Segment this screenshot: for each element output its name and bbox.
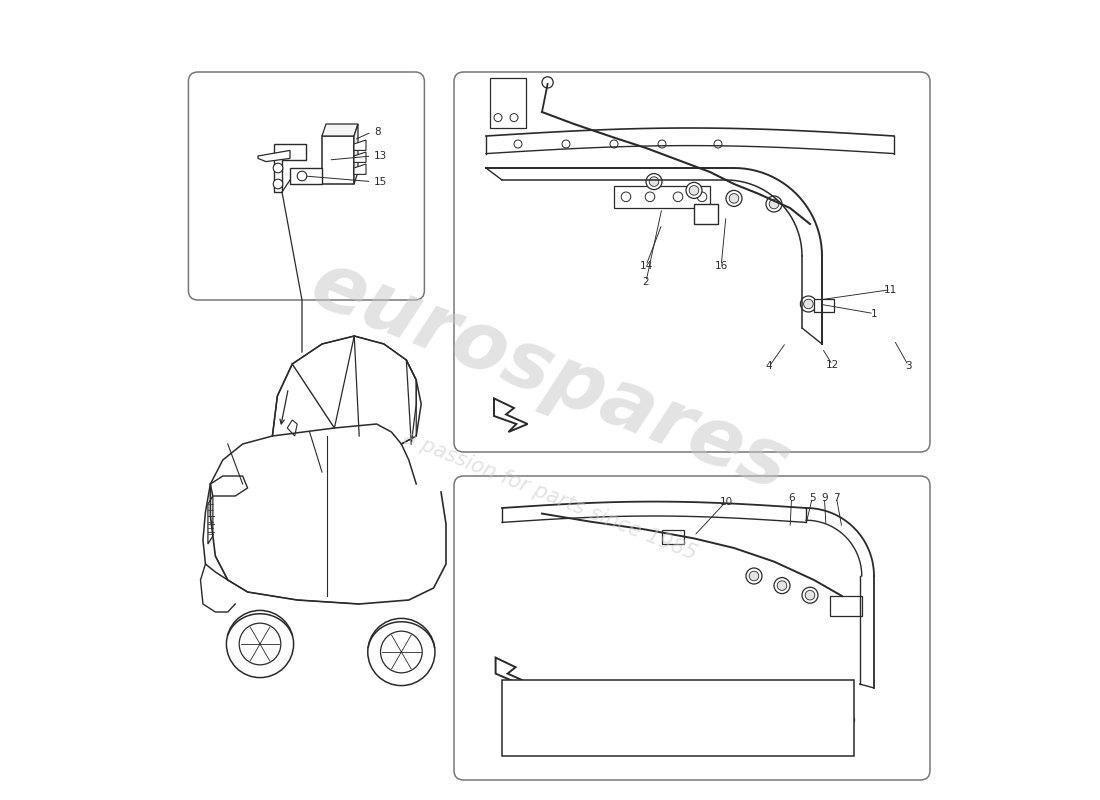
Circle shape <box>239 623 280 665</box>
Bar <box>814 299 834 312</box>
Text: 10: 10 <box>719 497 733 506</box>
Polygon shape <box>354 152 366 162</box>
Circle shape <box>690 186 698 195</box>
FancyBboxPatch shape <box>454 476 930 780</box>
FancyBboxPatch shape <box>454 72 930 452</box>
Text: 16: 16 <box>715 261 728 270</box>
Circle shape <box>227 610 294 678</box>
Circle shape <box>297 171 307 181</box>
Circle shape <box>505 716 513 724</box>
Circle shape <box>273 179 283 189</box>
Bar <box>662 530 684 544</box>
Polygon shape <box>322 124 358 136</box>
Polygon shape <box>274 144 306 192</box>
Circle shape <box>804 299 813 309</box>
Polygon shape <box>258 150 290 162</box>
Circle shape <box>729 194 739 203</box>
Circle shape <box>778 581 786 590</box>
Circle shape <box>769 199 779 209</box>
Circle shape <box>646 174 662 190</box>
Text: 4: 4 <box>766 362 772 371</box>
Bar <box>514 691 606 746</box>
Circle shape <box>646 192 654 202</box>
Circle shape <box>801 296 816 312</box>
Polygon shape <box>494 398 528 432</box>
Circle shape <box>542 77 553 88</box>
Circle shape <box>718 716 727 724</box>
Text: 6: 6 <box>789 493 795 502</box>
Circle shape <box>673 192 683 202</box>
Polygon shape <box>496 658 529 691</box>
Polygon shape <box>322 136 354 184</box>
Circle shape <box>832 598 848 614</box>
Circle shape <box>658 140 666 148</box>
Circle shape <box>562 140 570 148</box>
Circle shape <box>746 568 762 584</box>
Text: 5: 5 <box>810 493 816 502</box>
Polygon shape <box>208 496 213 544</box>
Text: 1: 1 <box>871 309 878 318</box>
Text: 13: 13 <box>374 151 387 161</box>
Circle shape <box>726 190 742 206</box>
Polygon shape <box>287 420 297 436</box>
Text: 15: 15 <box>374 177 387 186</box>
Circle shape <box>273 163 283 173</box>
Text: a passion for parts since 1985: a passion for parts since 1985 <box>400 428 700 564</box>
Text: 11: 11 <box>884 285 898 294</box>
Circle shape <box>649 177 659 186</box>
Circle shape <box>805 590 815 600</box>
Circle shape <box>835 602 845 611</box>
Circle shape <box>381 631 422 673</box>
Circle shape <box>514 140 522 148</box>
Text: 8: 8 <box>374 127 381 137</box>
Circle shape <box>749 571 759 581</box>
Text: 3: 3 <box>905 361 912 370</box>
Polygon shape <box>210 476 248 496</box>
Polygon shape <box>290 168 322 184</box>
Polygon shape <box>354 164 366 174</box>
Bar <box>830 596 862 616</box>
Text: 9: 9 <box>821 493 827 502</box>
Circle shape <box>621 192 630 202</box>
Bar <box>726 691 818 746</box>
Polygon shape <box>354 140 366 150</box>
Circle shape <box>774 578 790 594</box>
Circle shape <box>766 196 782 212</box>
Bar <box>616 691 716 746</box>
FancyBboxPatch shape <box>188 72 425 300</box>
Polygon shape <box>354 124 358 184</box>
Circle shape <box>697 192 707 202</box>
Circle shape <box>610 716 618 724</box>
Text: eurospares: eurospares <box>299 245 801 507</box>
Circle shape <box>714 140 722 148</box>
Text: 14: 14 <box>639 261 652 270</box>
Circle shape <box>610 140 618 148</box>
Circle shape <box>367 618 434 686</box>
Circle shape <box>686 182 702 198</box>
Circle shape <box>802 587 818 603</box>
Text: 2: 2 <box>642 277 649 286</box>
Circle shape <box>510 114 518 122</box>
Text: 12: 12 <box>826 360 839 370</box>
Bar <box>694 204 718 224</box>
Text: 7: 7 <box>833 493 839 502</box>
Bar <box>490 78 526 128</box>
Circle shape <box>847 716 855 724</box>
Circle shape <box>820 716 827 724</box>
Bar <box>614 186 710 208</box>
Circle shape <box>494 114 502 122</box>
Bar <box>502 680 854 756</box>
